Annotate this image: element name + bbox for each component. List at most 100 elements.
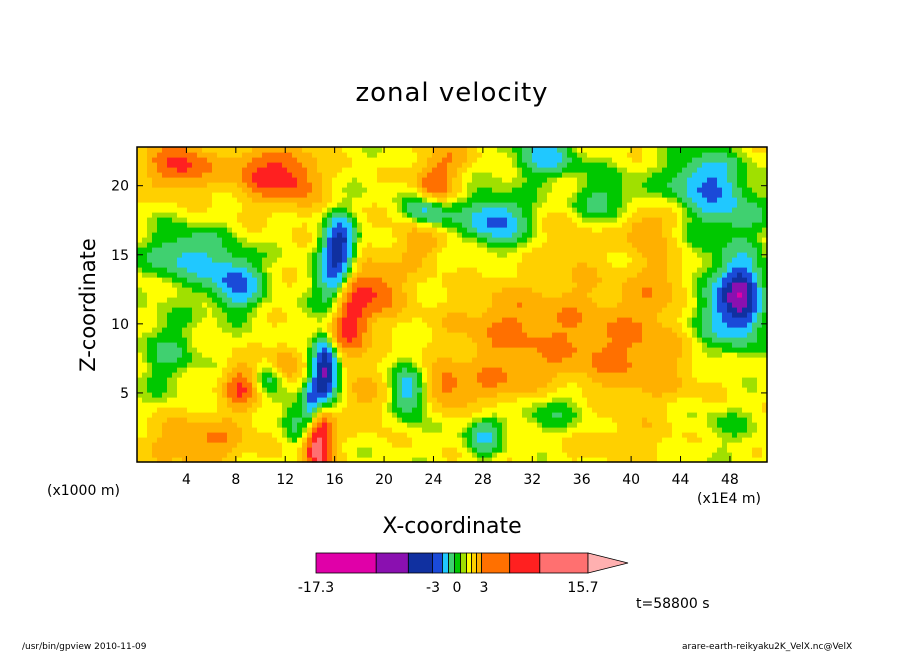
field-cell [182,357,188,363]
field-cell [467,262,473,268]
field-cell [227,292,233,298]
field-cell [352,237,358,243]
field-cell [137,322,143,328]
field-cell [352,287,358,293]
field-cell [302,177,308,183]
field-cell [397,187,403,193]
field-cell [472,382,478,388]
field-cell [202,287,208,293]
field-cell [297,437,303,443]
field-cell [187,312,193,318]
field-cell [262,237,268,243]
field-cell [232,217,238,223]
field-cell [402,337,408,343]
field-cell [247,402,253,408]
field-cell [427,432,433,438]
field-cell [322,442,328,448]
field-cell [342,367,348,373]
field-cell [502,417,508,423]
field-cell [327,157,333,163]
field-cell [172,192,178,198]
field-cell [352,247,358,253]
field-cell [512,332,518,338]
field-cell [242,162,248,168]
field-cell [302,457,308,463]
field-cell [477,237,483,243]
field-cell [272,157,278,163]
field-cell [312,427,318,433]
field-cell [187,202,193,208]
field-cell [222,367,228,373]
field-cell [392,392,398,398]
field-cell [337,167,343,173]
field-cell [167,377,173,383]
field-cell [382,427,388,433]
field-cell [482,297,488,303]
field-cell [467,387,473,393]
field-cell [192,257,198,263]
field-cell [447,277,453,283]
field-cell [192,442,198,448]
field-cell [202,392,208,398]
field-cell [347,287,353,293]
field-cell [402,382,408,388]
field-cell [337,327,343,333]
field-cell [312,227,318,233]
field-cell [297,317,303,323]
field-cell [362,457,368,463]
field-cell [167,252,173,258]
field-cell [422,412,428,418]
field-cell [377,307,383,313]
field-cell [352,352,358,358]
field-cell [182,222,188,228]
field-cell [522,187,528,193]
field-cell [497,157,503,163]
field-cell [417,177,423,183]
field-cell [187,457,193,463]
field-cell [247,287,253,293]
field-cell [327,242,333,248]
field-cell [457,207,463,213]
field-cell [477,342,483,348]
field-cell [137,237,143,243]
field-cell [312,157,318,163]
field-cell [247,172,253,178]
field-cell [162,227,168,233]
field-cell [172,382,178,388]
field-cell [237,267,243,273]
field-cell [227,397,233,403]
field-cell [147,457,153,463]
field-cell [352,157,358,163]
field-cell [312,222,318,228]
field-cell [297,267,303,273]
field-cell [302,162,308,168]
field-cell [517,207,523,213]
field-cell [357,237,363,243]
field-cell [362,317,368,323]
field-cell [252,397,258,403]
field-cell [387,332,393,338]
field-cell [167,427,173,433]
field-cell [287,412,293,418]
field-cell [477,297,483,303]
field-cell [357,192,363,198]
field-cell [427,382,433,388]
field-cell [512,427,518,433]
field-cell [217,242,223,248]
field-cell [167,432,173,438]
field-cell [517,422,523,428]
field-cell [522,167,528,173]
field-cell [447,242,453,248]
field-cell [187,342,193,348]
field-cell [497,437,503,443]
field-cell [422,327,428,333]
field-cell [257,367,263,373]
field-cell [477,202,483,208]
field-cell [457,342,463,348]
field-cell [202,207,208,213]
field-cell [522,422,528,428]
field-cell [397,437,403,443]
field-cell [432,157,438,163]
field-cell [517,217,523,223]
field-cell [197,447,203,453]
